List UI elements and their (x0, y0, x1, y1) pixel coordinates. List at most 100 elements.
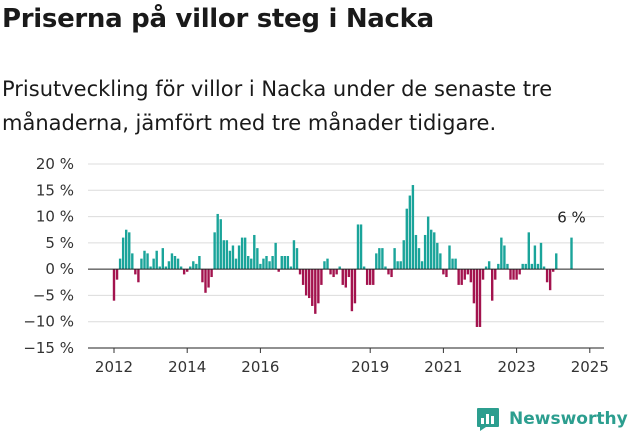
x-tick-label: 2025 (571, 358, 609, 376)
bar (344, 269, 347, 288)
bar (475, 269, 479, 327)
bar (484, 266, 488, 270)
bar (518, 269, 521, 275)
bar (457, 269, 460, 285)
bar (570, 237, 573, 270)
bar (228, 250, 232, 270)
bar (280, 256, 283, 270)
bar (134, 269, 137, 275)
bar (359, 224, 363, 270)
bar (445, 269, 448, 278)
chart-title: Priserna på villor steg i Nacka (2, 4, 434, 34)
bar (265, 256, 268, 270)
axes: 20 % 15 % 10 % 5 % 0 % −5 % −10 % −15 % 2012 2014… (23, 155, 609, 376)
bar (201, 269, 204, 283)
bar (304, 269, 308, 296)
y-tick-label: 0 % (45, 260, 74, 278)
bar (271, 256, 274, 270)
brand-name: Newsworthy (509, 409, 628, 429)
bar (417, 248, 421, 270)
bar (295, 248, 299, 270)
y-tick-label: 20 % (36, 155, 74, 173)
x-tick-label: 2021 (424, 358, 462, 376)
bar (494, 269, 497, 280)
bar (503, 245, 506, 270)
bar (155, 250, 158, 270)
bar (539, 242, 543, 270)
bar (170, 253, 174, 270)
bar (213, 232, 216, 270)
bar (433, 232, 436, 270)
bar (548, 269, 552, 291)
bar (274, 242, 277, 270)
x-tick-label: 2012 (95, 358, 133, 376)
bar (420, 261, 424, 270)
bar (143, 250, 146, 270)
bar (234, 258, 238, 270)
bar (250, 258, 253, 270)
bar (454, 258, 457, 270)
bar (121, 237, 125, 270)
bar (423, 234, 427, 270)
bar (167, 261, 171, 270)
bar (247, 256, 250, 270)
bar (509, 269, 512, 280)
bar (112, 269, 116, 301)
bar (347, 269, 351, 278)
bar (552, 269, 555, 272)
bars (112, 185, 573, 327)
bar (253, 234, 256, 270)
bar (219, 219, 222, 270)
bar (384, 266, 387, 270)
bar (512, 269, 515, 280)
bar (195, 263, 198, 270)
bar (283, 256, 286, 270)
grid-lines (88, 163, 604, 349)
bar (439, 253, 442, 270)
bar (140, 258, 143, 270)
y-tick-label: 5 % (45, 234, 74, 252)
bar (210, 269, 213, 278)
bar (487, 261, 491, 270)
x-tick-label: 2016 (241, 358, 279, 376)
bar (277, 269, 280, 272)
bar (481, 269, 485, 280)
bar (426, 216, 430, 270)
bar (536, 263, 540, 270)
bar (137, 269, 140, 283)
bar (320, 269, 323, 285)
bar (527, 232, 530, 270)
bar (164, 266, 168, 270)
bar (216, 213, 219, 270)
bar (515, 269, 518, 280)
bar (192, 261, 195, 270)
bar (533, 245, 537, 270)
bar (402, 240, 405, 270)
bar (317, 269, 320, 304)
bar (341, 269, 344, 285)
bar (460, 269, 463, 285)
bar (466, 269, 469, 275)
bar (131, 253, 134, 270)
bar (301, 269, 305, 285)
x-tick-label: 2014 (168, 358, 206, 376)
bar (338, 266, 341, 270)
bar (173, 256, 177, 270)
bar (286, 256, 290, 270)
bar (329, 269, 332, 275)
bar (311, 269, 314, 306)
y-tick-label: 15 % (36, 181, 74, 199)
bar (179, 266, 183, 270)
bar (350, 269, 354, 312)
bar (323, 261, 326, 270)
bar (542, 266, 546, 270)
bar (262, 258, 265, 270)
bar (240, 237, 244, 270)
bar (497, 263, 500, 270)
bar (161, 248, 164, 270)
brand-logo[interactable]: Newsworthy (475, 406, 628, 432)
bar (362, 266, 366, 270)
bar (332, 269, 335, 278)
bar (243, 237, 247, 270)
bar (204, 269, 207, 293)
